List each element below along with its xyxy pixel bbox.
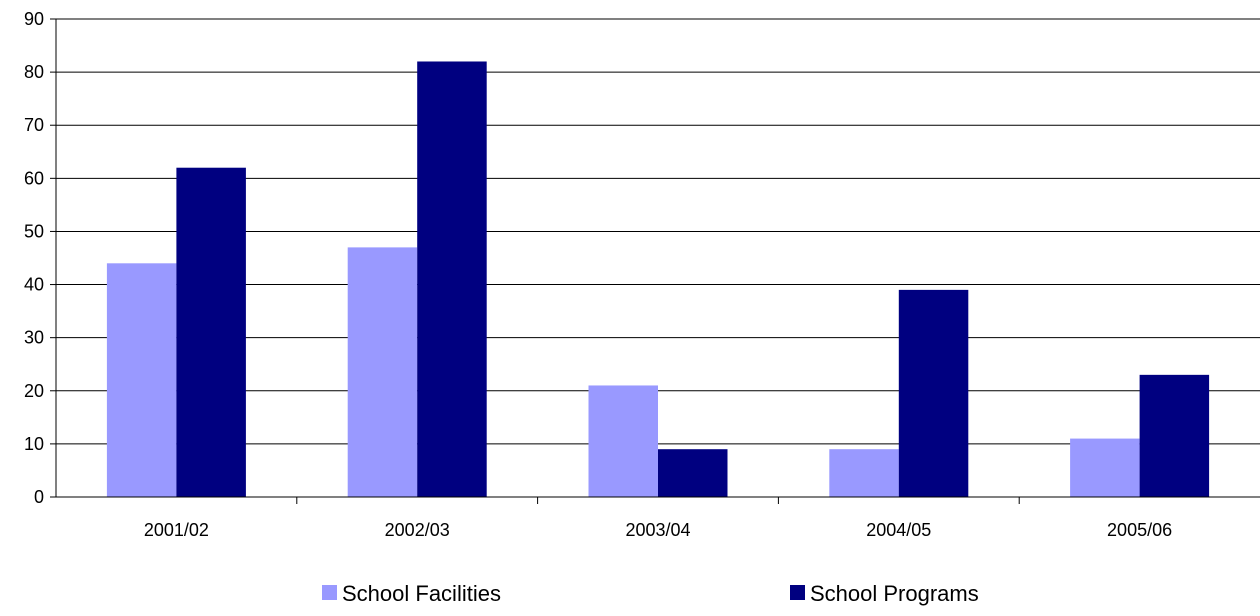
bar-school-programs-2003-04 xyxy=(658,449,728,497)
bar-school-programs-2001-02 xyxy=(176,167,246,497)
x-tick-label: 2003/04 xyxy=(625,520,690,540)
legend-swatch xyxy=(790,585,805,600)
legend-swatch xyxy=(322,585,337,600)
bar-school-programs-2002-03 xyxy=(417,61,487,497)
bar-school-facilities-2004-05 xyxy=(829,449,899,497)
bar-school-programs-2005-06 xyxy=(1139,374,1210,497)
legend-label: School Facilities xyxy=(342,581,501,606)
bar-school-facilities-2005-06 xyxy=(1070,438,1140,497)
y-tick-label: 30 xyxy=(24,328,44,348)
y-tick-label: 70 xyxy=(24,115,44,135)
y-tick-label: 60 xyxy=(24,168,44,188)
y-tick-label: 20 xyxy=(24,381,44,401)
bar-school-programs-2004-05 xyxy=(898,289,969,497)
x-tick-label: 2002/03 xyxy=(385,520,450,540)
y-tick-label: 80 xyxy=(24,62,44,82)
y-tick-labels: 0 10 20 30 40 50 60 70 80 90 xyxy=(24,9,44,507)
gridlines xyxy=(56,18,1260,445)
x-tick-label: 2001/02 xyxy=(144,520,209,540)
axes xyxy=(50,18,1260,504)
legend-item: School Facilities xyxy=(322,581,501,606)
x-tick-labels: 2001/02 2002/03 2003/04 2004/05 2005/06 xyxy=(144,520,1172,540)
y-tick-label: 40 xyxy=(24,275,44,295)
y-tick-label: 50 xyxy=(24,221,44,241)
legend-item: School Programs xyxy=(790,581,979,606)
y-tick-label: 90 xyxy=(24,9,44,29)
bars xyxy=(106,61,1210,497)
y-tick-label: 0 xyxy=(34,487,44,507)
bar-school-facilities-2003-04 xyxy=(588,385,658,497)
bar-school-facilities-2001-02 xyxy=(106,263,177,497)
y-tick-label: 10 xyxy=(24,434,44,454)
bar-school-facilities-2002-03 xyxy=(347,247,418,497)
legend-label: School Programs xyxy=(810,581,979,606)
x-tick-label: 2005/06 xyxy=(1107,520,1172,540)
x-tick-label: 2004/05 xyxy=(866,520,931,540)
legend: School Facilities School Programs xyxy=(322,581,979,606)
